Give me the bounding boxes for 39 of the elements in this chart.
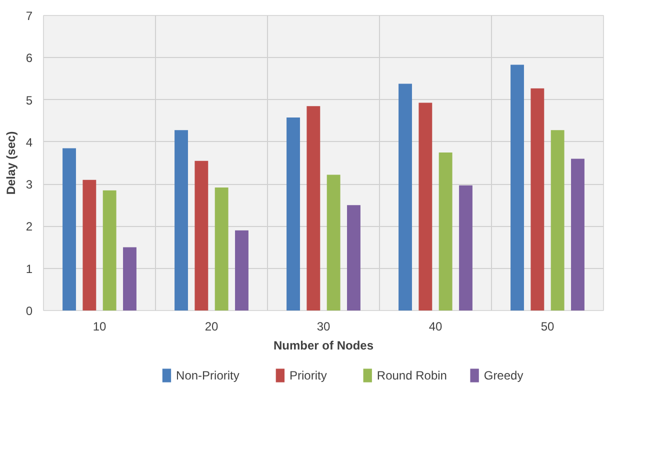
bar — [62, 148, 76, 310]
y-axis-title: Delay (sec) — [4, 131, 18, 195]
x-tick-label: 40 — [428, 320, 442, 334]
bar — [286, 117, 300, 310]
bar — [326, 174, 340, 310]
x-tick-label: 10 — [92, 320, 106, 334]
bar — [174, 130, 188, 310]
y-tick-label: 6 — [26, 51, 33, 66]
bar — [102, 190, 116, 310]
x-tick-label: 20 — [204, 320, 218, 334]
bar — [82, 180, 96, 310]
bar — [194, 160, 208, 310]
bar — [214, 187, 228, 310]
bar — [235, 230, 248, 310]
legend-label: Priority — [289, 368, 327, 382]
bar — [398, 84, 412, 310]
x-axis-title: Number of Nodes — [273, 338, 374, 352]
y-tick-label: 5 — [26, 93, 33, 108]
y-tick-label: 7 — [26, 9, 33, 23]
bar — [571, 158, 584, 310]
y-tick-label: 2 — [26, 220, 33, 234]
bar — [123, 247, 136, 310]
bar — [347, 205, 360, 310]
y-tick-label: 3 — [26, 178, 33, 192]
bar — [306, 106, 320, 310]
y-tick-label: 0 — [26, 304, 33, 318]
y-tick-label: 4 — [26, 135, 33, 150]
legend-label: Round Robin — [376, 368, 447, 382]
x-tick-label: 30 — [316, 320, 330, 334]
bar — [510, 64, 524, 310]
legend-label: Greedy — [484, 368, 524, 382]
bar — [550, 130, 564, 310]
bar — [418, 102, 432, 310]
bar — [459, 185, 472, 310]
x-tick-label: 50 — [540, 320, 554, 334]
bar — [530, 88, 544, 310]
bar — [438, 152, 452, 310]
y-tick-label: 1 — [26, 262, 33, 276]
legend-label: Non-Priority — [176, 368, 240, 382]
